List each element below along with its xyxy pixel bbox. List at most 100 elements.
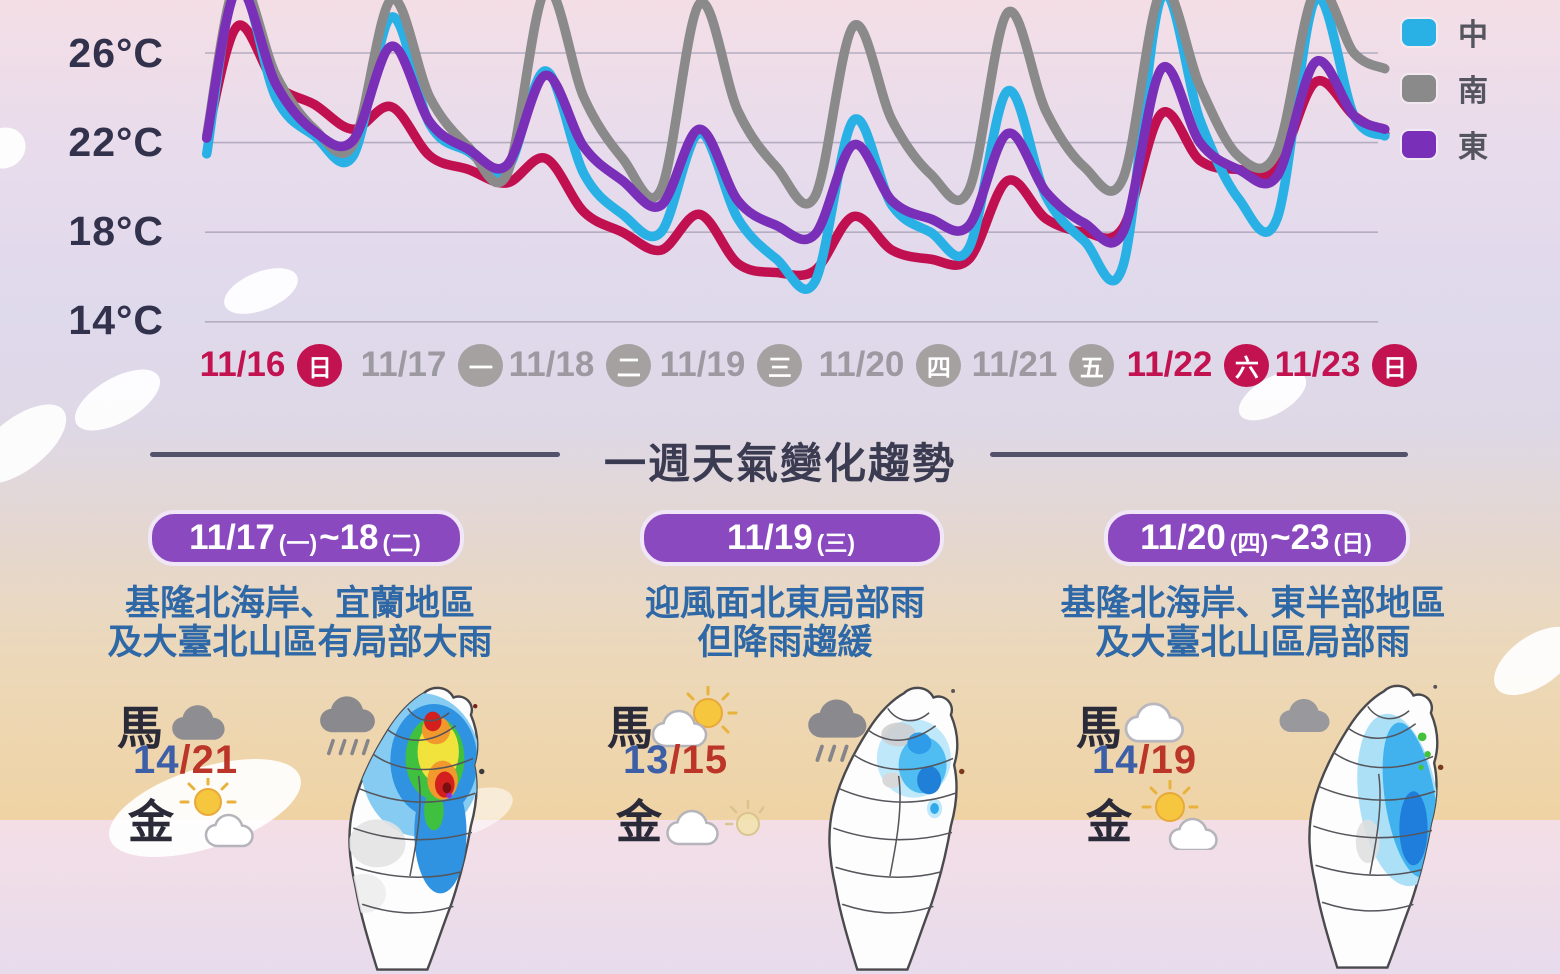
- weekday-badge: 二: [606, 343, 652, 387]
- temp-series-中: [201, 0, 1390, 294]
- cloud-gray-icon: [1279, 699, 1330, 732]
- pill-date: 11/19: [727, 518, 813, 557]
- place-matsu: 馬: [1076, 702, 1122, 754]
- legend-item: 東: [1402, 124, 1488, 164]
- temp-range: 14/21: [133, 738, 238, 783]
- islet-dot: [959, 768, 965, 775]
- islet-dot: [951, 689, 956, 693]
- date-group: 11/17 一: [344, 340, 520, 390]
- weekday-badge: 日: [1372, 343, 1418, 387]
- rain-cloud-icon: [320, 696, 375, 756]
- islet-dot: [479, 768, 485, 775]
- date-label: 11/23: [1274, 345, 1361, 384]
- temp-series-東: [201, 0, 1390, 248]
- temp-high: /19: [1138, 738, 1198, 782]
- temp-low: 14: [133, 738, 180, 782]
- pill-weekday: (一): [278, 530, 318, 556]
- date-group: 11/16 日: [183, 340, 359, 390]
- temp-series-南: [201, 0, 1390, 209]
- islet-dot: [473, 704, 478, 709]
- chart-legend: 中 南 東: [1402, 12, 1488, 180]
- weekday-badge: 三: [757, 343, 803, 387]
- forecast-line: 及大臺北山區有局部大雨: [107, 623, 493, 663]
- forecast-line: 基隆北海岸、東半部地區: [1060, 584, 1446, 623]
- islet-dot: [1433, 684, 1438, 689]
- legend-label: 中: [1458, 19, 1488, 52]
- date-range-pill: 11/20 (四) ~23 (日): [1104, 510, 1410, 566]
- date-group: 11/20 四: [802, 340, 978, 390]
- forecast-line: 及大臺北山區局部雨: [1095, 623, 1411, 663]
- cloud-gray-icon: [172, 705, 225, 740]
- temp-range: 13/15: [623, 738, 728, 783]
- sun-cloud-icon: [179, 778, 254, 848]
- date-label: 11/17: [360, 345, 447, 384]
- date-label: 11/21: [971, 345, 1058, 384]
- legend-swatch: [1402, 130, 1436, 158]
- rain-map-east: [1308, 684, 1444, 969]
- legend-swatch: [1402, 74, 1436, 102]
- temperature-chart: [201, 0, 1390, 323]
- forecast-text: 基隆北海岸、宜蘭地區 及大臺北山區有局部大雨: [40, 584, 560, 662]
- pill-weekday: (日): [1333, 530, 1372, 556]
- legend-label: 南: [1458, 75, 1488, 108]
- forecast-text: 基隆北海岸、東半部地區 及大臺北山區局部雨: [993, 584, 1513, 662]
- divider-line: [150, 452, 560, 457]
- place-kinmen: 金: [616, 796, 662, 848]
- legend-label: 東: [1458, 131, 1488, 164]
- pill-date: 23: [1290, 518, 1330, 557]
- cloud-white-icon: [666, 799, 764, 846]
- pill-weekday: (二): [382, 530, 421, 556]
- place-kinmen: 金: [128, 796, 174, 848]
- pill-tilde: ~: [1270, 518, 1291, 557]
- petal: [0, 389, 80, 499]
- date-label: 11/19: [659, 345, 746, 384]
- cloud-white-icon: [1124, 702, 1185, 743]
- date-group: 11/23 日: [1258, 340, 1434, 390]
- y-axis-label: 26°C: [68, 30, 164, 76]
- pill-date: 18: [339, 518, 379, 557]
- weekday-badge: 一: [458, 343, 504, 387]
- date-label: 11/22: [1126, 345, 1213, 384]
- divider-line: [990, 452, 1408, 457]
- petal: [65, 357, 170, 443]
- temp-series-北: [201, 20, 1390, 281]
- place-matsu: 馬: [607, 702, 653, 754]
- islet-dot: [1437, 764, 1444, 771]
- date-group: 11/21 五: [955, 340, 1131, 390]
- legend-item: 中: [1402, 12, 1488, 52]
- pill-tilde: ~: [319, 518, 340, 557]
- sun-cloud-icon: [651, 686, 738, 748]
- weekday-badge: 六: [1224, 343, 1270, 387]
- place-kinmen: 金: [1086, 796, 1132, 848]
- sun-cloud-icon: [1141, 780, 1218, 850]
- pill-weekday: (四): [1229, 530, 1269, 556]
- date-label: 11/20: [818, 345, 905, 384]
- pill-date: 11/20: [1140, 518, 1226, 557]
- y-axis-label: 22°C: [68, 119, 164, 165]
- date-group: 11/22 六: [1110, 340, 1286, 390]
- weekday-badge: 四: [916, 343, 962, 387]
- forecast-line: 迎風面北東局部雨: [644, 584, 925, 623]
- rain-map-light: [828, 686, 965, 971]
- temp-low: 14: [1092, 738, 1139, 782]
- temp-high: /21: [179, 738, 239, 782]
- date-label: 11/18: [508, 345, 595, 384]
- legend-swatch: [1402, 18, 1436, 46]
- temp-range: 14/19: [1092, 738, 1197, 783]
- pill-date: 11/17: [189, 518, 275, 557]
- date-label: 11/16: [199, 345, 286, 384]
- temp-high: /15: [669, 738, 729, 782]
- weekday-badge: 五: [1069, 343, 1115, 387]
- forecast-line: 但降雨趨緩: [697, 623, 873, 663]
- section-title: 一週天氣變化趨勢: [603, 440, 956, 487]
- date-group: 11/18 二: [492, 340, 668, 390]
- pill-weekday: (三): [816, 530, 855, 556]
- forecast-text: 迎風面北東局部雨 但降雨趨緩: [525, 584, 1045, 662]
- date-range-pill: 11/17 (一) ~18 (二): [148, 510, 464, 566]
- rain-map-heavy: [348, 686, 485, 971]
- forecast-line: 基隆北海岸、宜蘭地區: [124, 584, 475, 623]
- date-group: 11/19 三: [643, 340, 819, 390]
- y-axis-label: 14°C: [68, 297, 164, 343]
- date-range-pill: 11/19 (三): [640, 510, 944, 566]
- rain-cloud-icon: [808, 699, 867, 762]
